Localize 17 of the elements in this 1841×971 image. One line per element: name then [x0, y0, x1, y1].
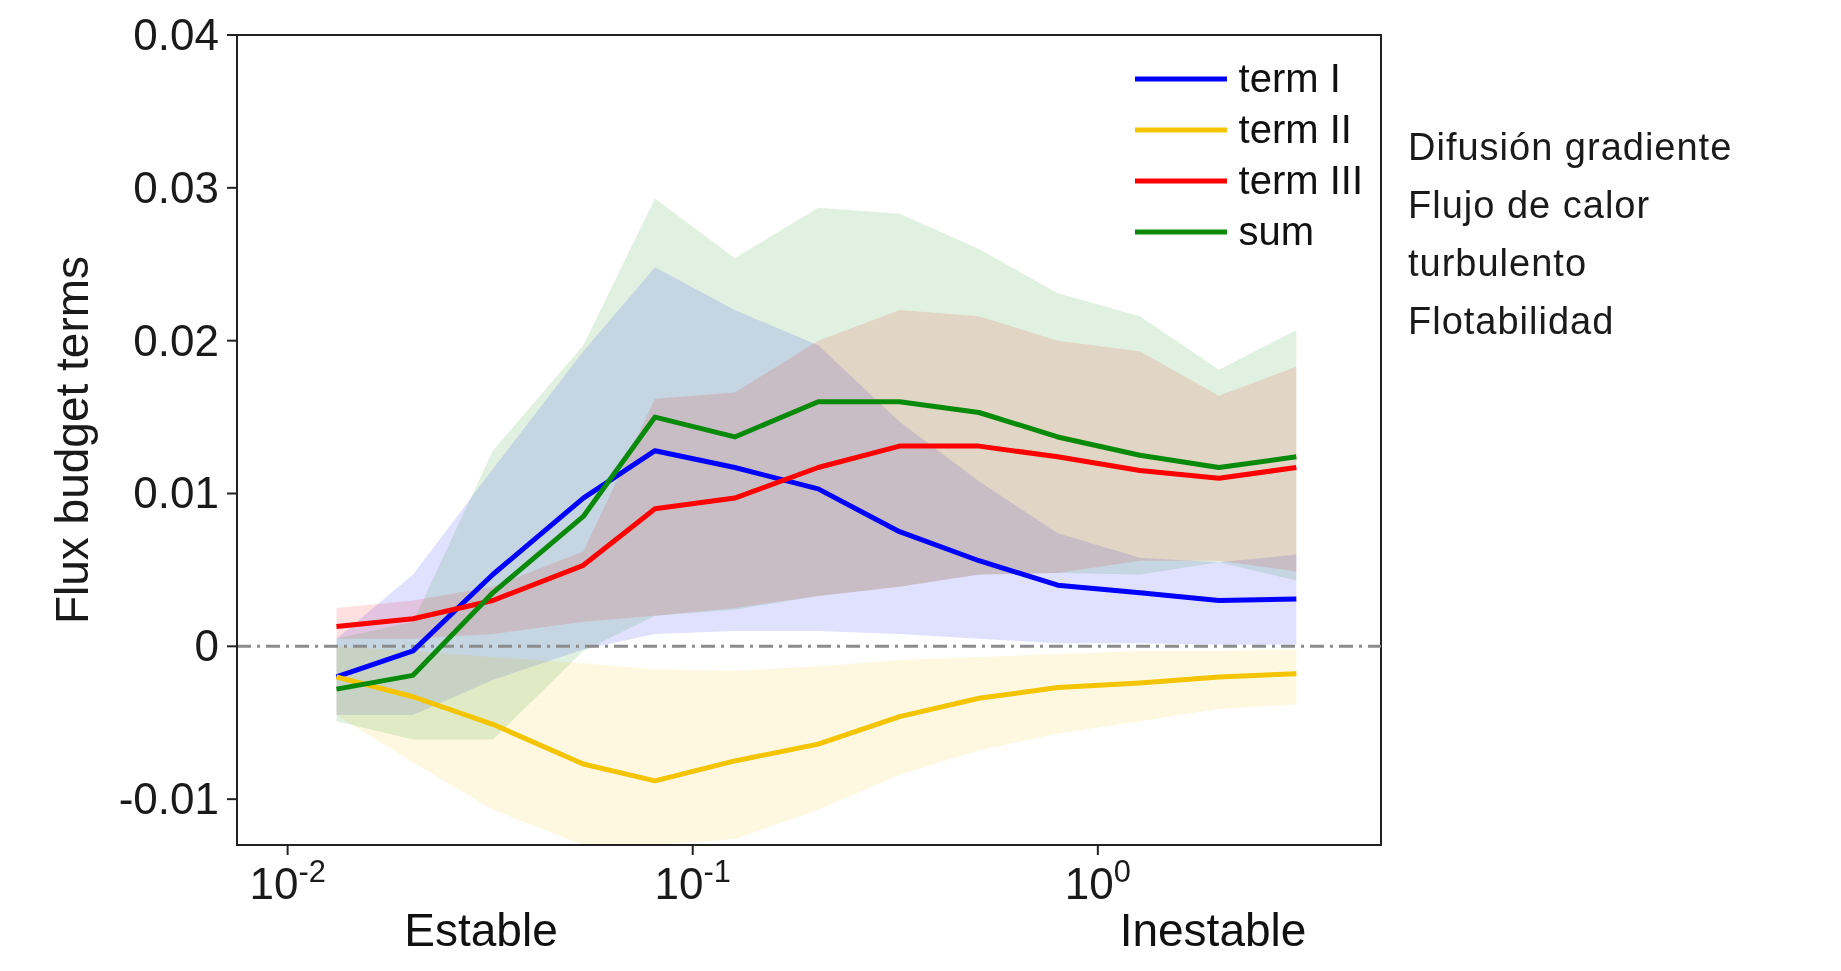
y-axis-title: Flux budget terms	[46, 255, 99, 625]
y-tick-label: 0	[194, 621, 219, 671]
legend-label: term II	[1238, 107, 1352, 152]
text: Estable	[404, 903, 558, 957]
x-tick-label: 10$^{-1}$	[654, 853, 731, 908]
legend-label: sum	[1238, 209, 1315, 254]
text: Difusión gradiente	[1408, 125, 1734, 170]
y-tick-label: 0.04	[133, 10, 219, 59]
legend-label: term I	[1238, 56, 1341, 101]
legend-label: term III	[1238, 158, 1363, 203]
y-tick-label: 0.03	[133, 162, 219, 212]
y-tick-label: 0.01	[133, 468, 219, 518]
x-tick-label: 10$^{-2}$	[249, 853, 326, 908]
y-tick-label: 0.02	[133, 315, 219, 365]
text: Flotabilidad	[1408, 299, 1616, 344]
text: Flujo de calor turbulento	[1408, 183, 1652, 286]
y-tick-label: -0.01	[118, 774, 219, 824]
